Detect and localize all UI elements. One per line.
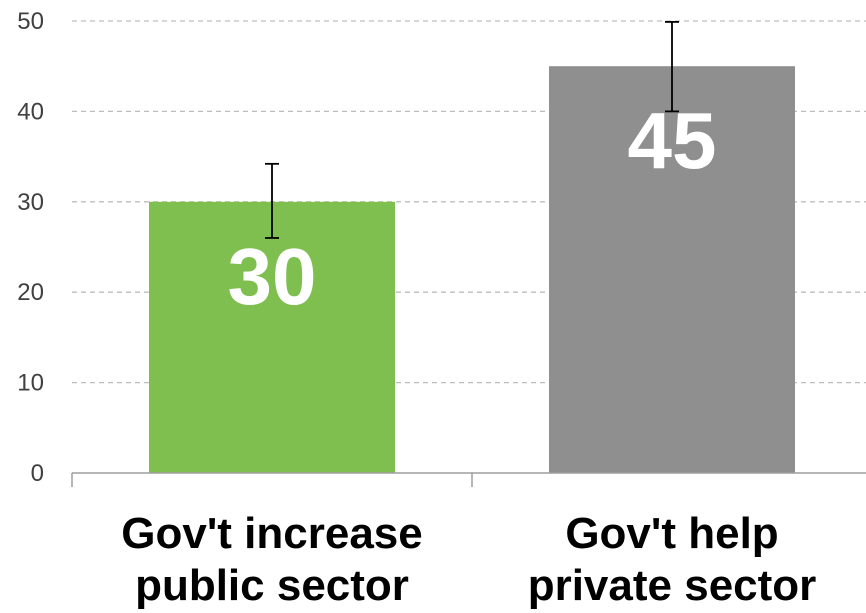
y-axis: 0 10 20 30 40 50 (17, 8, 44, 487)
y-tick-label-5: 50 (17, 8, 44, 35)
value-label-1: 45 (628, 96, 717, 185)
bar-0 (149, 201, 395, 474)
category-label-1: Gov't help private sector (482, 508, 862, 612)
bar-1 (549, 66, 795, 473)
y-tick-label-2: 20 (17, 279, 44, 306)
category-label-0: Gov't increase public sector (82, 508, 462, 612)
x-axis (71, 472, 866, 487)
y-tick-label-4: 40 (17, 98, 44, 125)
category-label-0-line-1: Gov't increase (121, 509, 423, 558)
y-tick-label-0: 0 (31, 460, 44, 487)
value-label-0: 30 (228, 232, 317, 321)
y-tick-label-3: 30 (17, 189, 44, 216)
bars (149, 66, 795, 474)
category-label-1-line-2: private sector (527, 561, 817, 610)
category-label-0-line-2: public sector (135, 561, 409, 610)
error-bars (265, 21, 679, 239)
value-labels: 30 45 (228, 96, 717, 321)
y-tick-label-1: 10 (17, 370, 44, 397)
category-label-1-line-1: Gov't help (565, 509, 779, 558)
